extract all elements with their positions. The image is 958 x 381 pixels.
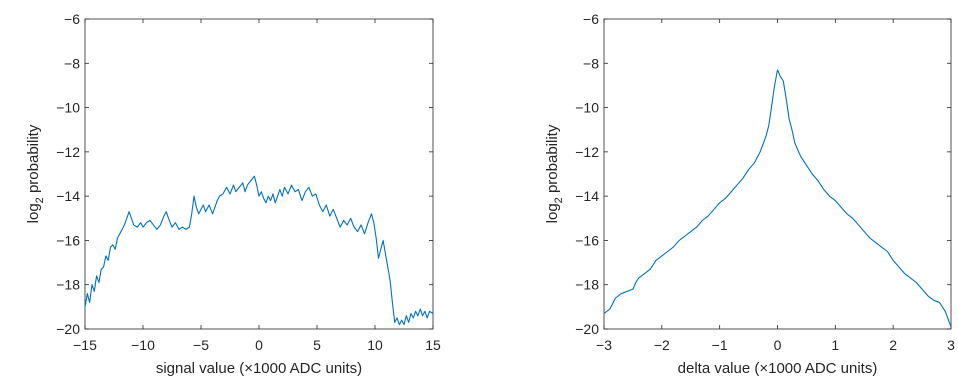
y-tick-label: −12 bbox=[56, 144, 80, 160]
y-axis-label-text: log2 probability bbox=[544, 124, 565, 223]
y-axis-label-base: log bbox=[544, 203, 561, 223]
y-axis-label-rest: probability bbox=[25, 124, 42, 197]
y-tick-label: −18 bbox=[56, 277, 80, 293]
x-axis-label: signal value (×1000 ADC units) bbox=[156, 360, 362, 377]
y-tick-label: −20 bbox=[56, 321, 80, 337]
series-line bbox=[603, 69, 952, 327]
x-tick-label: 0 bbox=[255, 337, 263, 353]
y-axis-label-base: log bbox=[25, 203, 42, 223]
y-axis-label-rest: probability bbox=[544, 124, 561, 197]
y-tick-label: −6 bbox=[583, 11, 599, 27]
x-tick-label: −10 bbox=[131, 337, 155, 353]
x-tick-label: −15 bbox=[73, 337, 97, 353]
y-axis-label: log2 probability bbox=[25, 124, 46, 223]
x-tick-label: −1 bbox=[712, 337, 728, 353]
y-axis-label-subscript: 2 bbox=[34, 197, 46, 203]
series-line bbox=[84, 175, 434, 326]
y-tick-label: −18 bbox=[575, 277, 599, 293]
chart-delta-value: log2 probability delta value (×1000 ADC … bbox=[544, 11, 955, 377]
y-axis-label-subscript: 2 bbox=[553, 197, 565, 203]
y-tick-label: −10 bbox=[575, 100, 599, 116]
x-axis-label-text: delta value (×1000 ADC units) bbox=[678, 360, 878, 377]
x-tick-label: 1 bbox=[831, 337, 839, 353]
y-tick-label: −12 bbox=[575, 144, 599, 160]
y-tick-label: −8 bbox=[64, 55, 80, 71]
x-tick-label: −2 bbox=[654, 337, 670, 353]
y-tick-label: −16 bbox=[575, 232, 599, 248]
chart-signal-value: log2 probability signal value (×1000 ADC… bbox=[25, 11, 441, 377]
x-tick-label: 10 bbox=[367, 337, 383, 353]
y-tick-label: −10 bbox=[56, 100, 80, 116]
x-tick-label: 2 bbox=[889, 337, 897, 353]
y-tick-label: −16 bbox=[56, 232, 80, 248]
y-tick-label: −20 bbox=[575, 321, 599, 337]
x-axis-label: delta value (×1000 ADC units) bbox=[678, 360, 878, 377]
y-axis-label: log2 probability bbox=[544, 124, 565, 223]
x-tick-label: −3 bbox=[596, 337, 612, 353]
x-axis-label-text: signal value (×1000 ADC units) bbox=[156, 360, 362, 377]
y-tick-label: −8 bbox=[583, 55, 599, 71]
x-tick-label: 15 bbox=[425, 337, 441, 353]
x-tick-label: 5 bbox=[313, 337, 321, 353]
y-tick-label: −6 bbox=[64, 11, 80, 27]
x-tick-label: 3 bbox=[947, 337, 955, 353]
y-axis-label-text: log2 probability bbox=[25, 124, 46, 223]
y-tick-label: −14 bbox=[56, 188, 80, 204]
x-tick-label: 0 bbox=[774, 337, 782, 353]
y-tick-label: −14 bbox=[575, 188, 599, 204]
x-tick-label: −5 bbox=[193, 337, 209, 353]
plot-area-frame bbox=[603, 18, 952, 330]
plot-area-frame bbox=[84, 18, 434, 330]
